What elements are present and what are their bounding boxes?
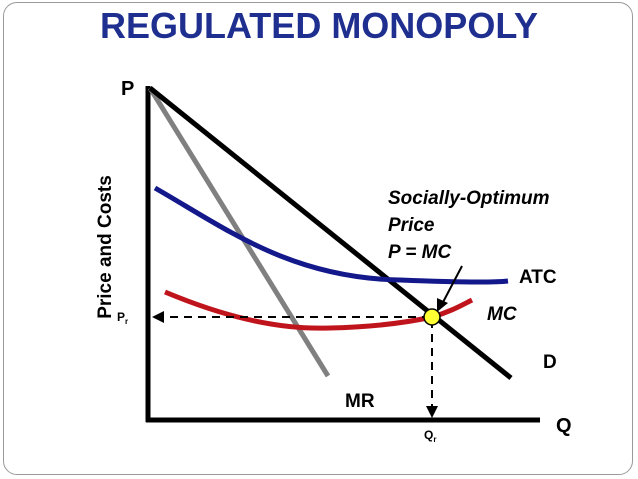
- atc-label: ATC: [519, 267, 557, 288]
- optimum-point: [423, 308, 441, 326]
- annotation-line-2: Price: [388, 215, 435, 236]
- mr-curve: [147, 86, 331, 378]
- diagram-title: REGULATED MONOPOLY: [100, 5, 538, 46]
- y-axis-letter: P: [121, 78, 134, 100]
- demand-curve: [148, 86, 513, 380]
- price-guide-arrowhead: [152, 311, 164, 323]
- price-regulated-label: Pr: [117, 310, 128, 326]
- mc-label: MC: [487, 304, 517, 325]
- atc-curve: [153, 185, 509, 285]
- annotation-arrowhead: [437, 298, 448, 312]
- annotation-line-3: P = MC: [388, 242, 451, 263]
- x-axis-letter: Q: [556, 415, 572, 437]
- mr-label: MR: [345, 391, 375, 412]
- annotation-arrow-line: [440, 265, 463, 307]
- y-axis-label: Price and Costs: [95, 175, 116, 319]
- quantity-guide-arrowhead: [426, 406, 438, 418]
- mc-curve: [164, 289, 474, 331]
- demand-label: D: [543, 352, 557, 373]
- annotation-line-1: Socially-Optimum: [388, 188, 550, 209]
- quantity-regulated-label: Qr: [424, 428, 436, 444]
- slide-frame: [3, 2, 633, 475]
